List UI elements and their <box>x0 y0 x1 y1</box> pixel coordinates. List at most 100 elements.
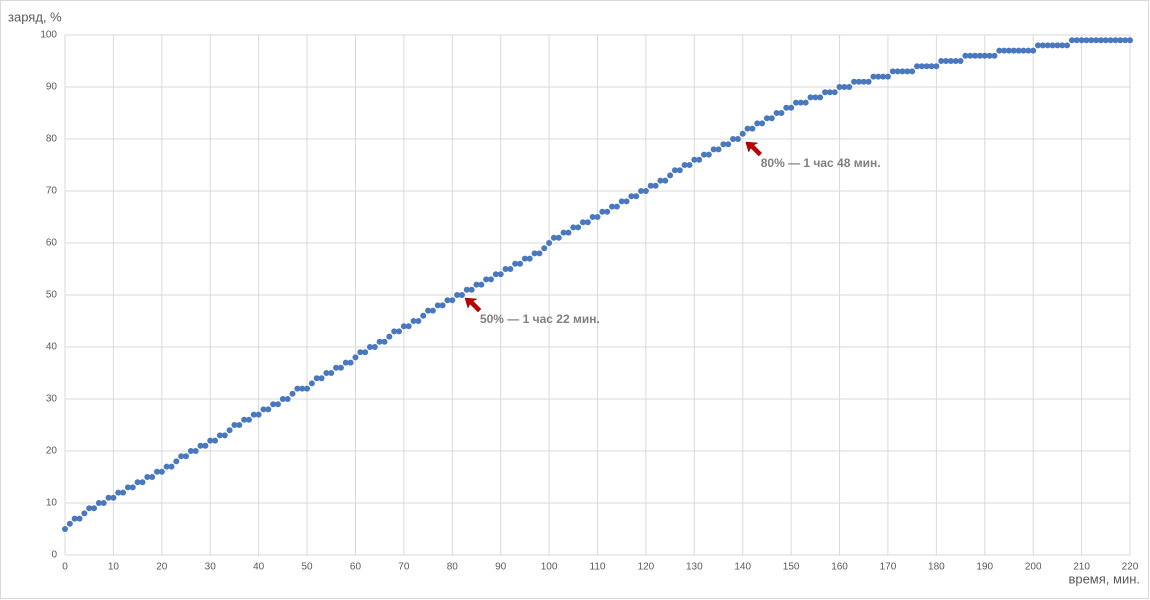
point <box>628 193 635 200</box>
point <box>763 115 770 122</box>
point <box>115 489 122 496</box>
point <box>633 193 640 200</box>
point <box>967 52 974 59</box>
point <box>231 422 238 428</box>
x-tick-label: 150 <box>783 562 800 573</box>
point <box>483 276 490 283</box>
point <box>870 73 877 80</box>
point <box>429 307 436 314</box>
point <box>609 203 616 210</box>
point <box>1078 37 1085 44</box>
point <box>701 151 707 158</box>
point <box>216 432 223 439</box>
point <box>647 182 654 189</box>
point <box>884 73 891 80</box>
point <box>342 359 349 366</box>
point <box>488 276 494 283</box>
point <box>957 58 964 64</box>
point <box>158 468 165 475</box>
point <box>183 453 190 460</box>
point <box>928 63 935 70</box>
point <box>594 214 601 220</box>
point <box>623 198 630 205</box>
point <box>318 375 325 382</box>
point <box>304 385 311 392</box>
point <box>1127 37 1133 44</box>
point <box>739 130 746 137</box>
point <box>371 344 378 350</box>
point <box>759 120 766 127</box>
point <box>333 364 340 371</box>
point <box>391 328 398 335</box>
point <box>139 479 146 486</box>
point <box>66 520 73 527</box>
point <box>1107 37 1114 44</box>
x-tick-label: 210 <box>1073 562 1090 573</box>
point <box>425 307 432 314</box>
point <box>875 73 882 80</box>
y-tick-label: 100 <box>40 30 57 41</box>
point <box>207 437 214 444</box>
point <box>589 214 596 220</box>
point <box>260 406 267 413</box>
point <box>396 328 403 335</box>
point <box>826 89 833 96</box>
point <box>1093 37 1100 44</box>
point <box>1005 47 1012 54</box>
point <box>725 141 732 148</box>
x-tick-label: 90 <box>495 562 507 573</box>
point <box>1117 37 1124 44</box>
point <box>187 448 194 454</box>
y-tick-label: 20 <box>46 446 58 457</box>
point <box>1102 37 1109 44</box>
point <box>1030 47 1037 54</box>
point <box>1122 37 1129 44</box>
point <box>744 125 751 132</box>
x-tick-label: 140 <box>734 562 751 573</box>
point <box>976 52 983 59</box>
point <box>1083 37 1090 44</box>
point <box>1054 42 1061 49</box>
point <box>202 442 209 449</box>
point <box>802 99 809 106</box>
point <box>153 468 160 475</box>
point <box>705 151 712 158</box>
point <box>841 84 848 90</box>
point <box>797 99 804 106</box>
point <box>212 437 219 444</box>
point <box>1025 47 1032 54</box>
x-tick-label: 40 <box>253 562 265 573</box>
point <box>943 58 950 64</box>
point <box>478 281 485 288</box>
point <box>541 245 548 252</box>
point <box>521 255 528 262</box>
point <box>1020 47 1027 54</box>
point <box>555 234 562 241</box>
point <box>768 115 775 122</box>
y-axis-label: заряд, % <box>8 9 62 24</box>
point <box>270 401 277 408</box>
point <box>526 255 533 262</box>
point <box>366 344 373 350</box>
point <box>565 229 572 236</box>
x-tick-label: 80 <box>447 562 459 573</box>
point <box>947 58 954 64</box>
point <box>696 156 703 163</box>
point <box>531 250 538 257</box>
point <box>134 479 141 486</box>
point <box>579 219 586 226</box>
point <box>846 84 853 90</box>
point <box>105 494 112 501</box>
point <box>163 463 170 470</box>
point <box>536 250 543 257</box>
point <box>618 198 625 205</box>
point <box>308 380 315 387</box>
point <box>313 375 320 382</box>
point <box>889 68 896 75</box>
point <box>773 110 780 116</box>
point <box>754 120 761 127</box>
point <box>546 240 553 246</box>
point <box>1039 42 1046 49</box>
x-tick-label: 110 <box>590 562 606 573</box>
